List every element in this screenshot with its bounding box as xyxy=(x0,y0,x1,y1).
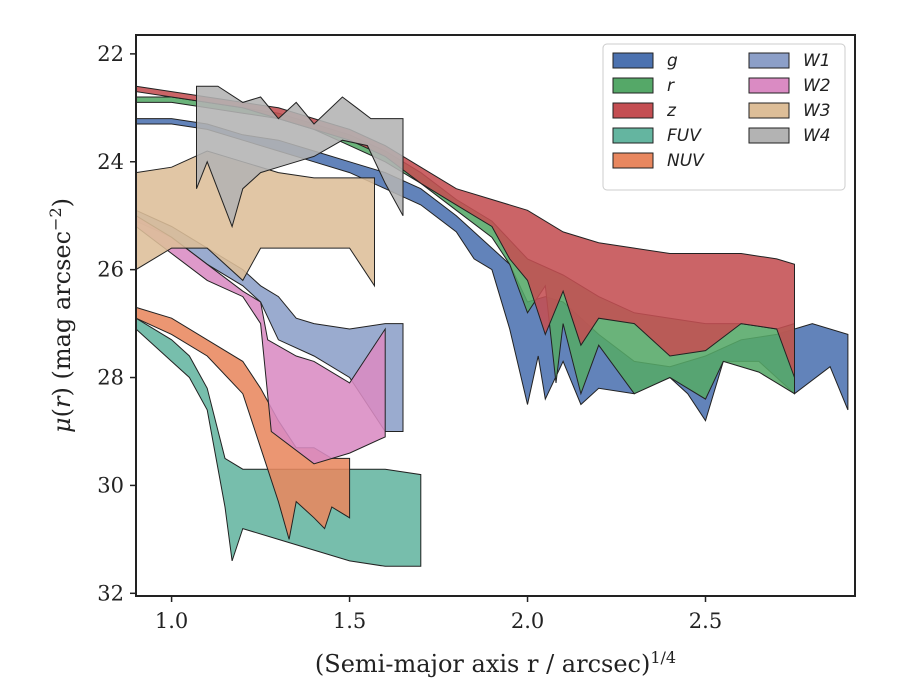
x-axis-label: (Semi-major axis r / arcsec)1/4 xyxy=(315,648,676,679)
legend-swatch-r xyxy=(612,77,654,94)
band-w2 xyxy=(135,214,386,465)
legend-swatch-g xyxy=(612,52,654,69)
x-tick-label: 2.0 xyxy=(511,609,544,633)
y-axis-label: μ(r) (mag arcsec−2) xyxy=(46,198,77,433)
y-axis-label-var: r xyxy=(48,395,76,408)
x-tick-label: 1.5 xyxy=(333,609,366,633)
y-axis-ticks: 22 24 26 28 30 32 xyxy=(97,42,136,605)
legend-label-nuv: NUV xyxy=(667,151,705,171)
y-axis-label-unit: (mag arcsec xyxy=(48,231,76,380)
y-tick-label: 32 xyxy=(97,581,124,605)
band-nuv xyxy=(135,306,351,540)
y-tick-label: 24 xyxy=(97,150,124,174)
y-axis-label-close: ) xyxy=(48,380,76,397)
band-w1 xyxy=(135,209,404,432)
legend-swatch-w4 xyxy=(748,127,790,144)
x-tick-label: 1.0 xyxy=(155,609,188,633)
legend-label-z: z xyxy=(666,101,677,121)
x-axis-label-sup: 1/4 xyxy=(650,648,676,667)
legend-swatch-w2 xyxy=(748,77,790,94)
y-tick-label: 22 xyxy=(97,42,124,66)
legend-swatch-w1 xyxy=(748,52,790,69)
legend-swatch-z xyxy=(612,102,654,119)
legend-label-g: g xyxy=(667,51,678,71)
y-axis-label-mu: μ xyxy=(48,417,76,433)
series-bands xyxy=(135,85,849,567)
legend-label-w1: W1 xyxy=(803,51,831,71)
y-tick-label: 26 xyxy=(97,258,124,282)
y-axis-label-sup: −2 xyxy=(46,207,65,231)
legend-swatch-w3 xyxy=(748,102,790,119)
band-w4 xyxy=(196,85,404,229)
x-axis-ticks: 1.0 1.5 2.0 2.5 xyxy=(155,596,722,633)
plot-frame xyxy=(135,34,856,597)
y-axis-label-open: ( xyxy=(48,408,76,417)
y-tick-label: 28 xyxy=(97,366,124,390)
legend-swatch-fuv xyxy=(612,127,654,144)
y-axis-label-end: ) xyxy=(48,198,76,207)
y-tick-label: 30 xyxy=(97,473,124,497)
legend-label-fuv: FUV xyxy=(667,126,702,146)
x-axis-label-text: (Semi-major axis r / arcsec) xyxy=(315,650,650,678)
legend-swatch-nuv xyxy=(612,152,654,169)
legend-label-w4: W4 xyxy=(803,126,831,146)
legend-label-w3: W3 xyxy=(803,101,831,121)
legend-label-r: r xyxy=(667,76,675,96)
legend: grz FUV NUV W1 W2 W3 W4 xyxy=(602,43,846,191)
x-tick-label: 2.5 xyxy=(689,609,722,633)
legend-label-w2: W2 xyxy=(803,76,831,96)
